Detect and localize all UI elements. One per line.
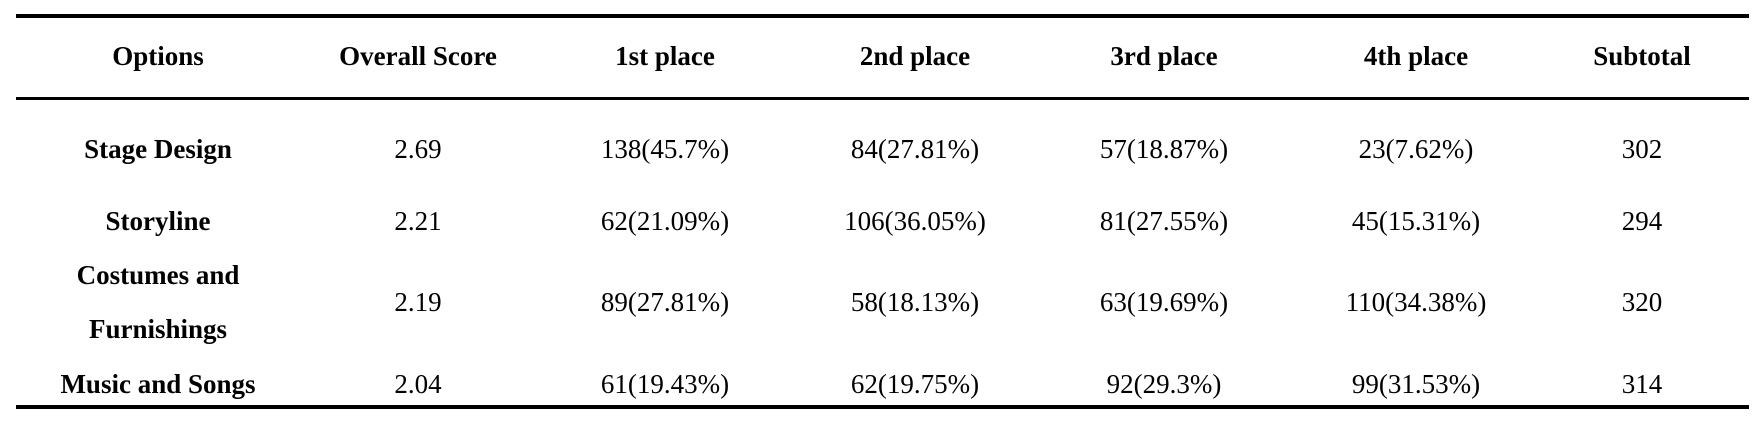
- option-cell: Stage Design: [84, 134, 232, 164]
- bottom-rule: [16, 405, 1749, 409]
- data-cell: 62(21.09%): [600, 206, 730, 236]
- data-cell: 84(27.81%): [850, 134, 980, 164]
- data-cell: 2.19: [394, 287, 442, 317]
- data-cell: 302: [1621, 134, 1663, 164]
- data-cell: 45(15.31%): [1351, 206, 1481, 236]
- data-cell: 58(18.13%): [850, 287, 980, 317]
- data-cell: 92(29.3%): [1106, 369, 1222, 399]
- data-cell: 2.04: [394, 369, 442, 399]
- data-cell: 89(27.81%): [600, 287, 730, 317]
- data-cell: 2.21: [394, 206, 442, 236]
- header-cell: Options: [112, 41, 204, 71]
- top-rule: [16, 14, 1749, 18]
- data-cell: 62(19.75%): [850, 369, 980, 399]
- header-cell: 3rd place: [1110, 41, 1218, 71]
- option-cell: Music and Songs: [60, 369, 256, 399]
- data-cell: 320: [1621, 287, 1663, 317]
- data-cell: 81(27.55%): [1099, 206, 1229, 236]
- option-cell: Costumes and Furnishings: [76, 260, 240, 344]
- data-cell: 294: [1621, 206, 1663, 236]
- data-cell: 63(19.69%): [1099, 287, 1229, 317]
- data-cell: 57(18.87%): [1099, 134, 1229, 164]
- header-rule: [16, 97, 1749, 100]
- data-cell: 61(19.43%): [600, 369, 730, 399]
- data-cell: 23(7.62%): [1358, 134, 1474, 164]
- data-cell: 99(31.53%): [1351, 369, 1481, 399]
- header-cell: 4th place: [1363, 41, 1469, 71]
- header-cell: Subtotal: [1593, 41, 1691, 71]
- data-cell: 2.69: [394, 134, 442, 164]
- data-cell: 314: [1621, 369, 1663, 399]
- data-cell: 106(36.05%): [844, 206, 986, 236]
- data-cell: 138(45.7%): [600, 134, 730, 164]
- option-cell: Storyline: [105, 206, 211, 236]
- header-cell: 1st place: [615, 41, 715, 71]
- data-cell: 110(34.38%): [1345, 287, 1487, 317]
- header-cell: Overall Score: [339, 41, 497, 71]
- header-cell: 2nd place: [859, 41, 971, 71]
